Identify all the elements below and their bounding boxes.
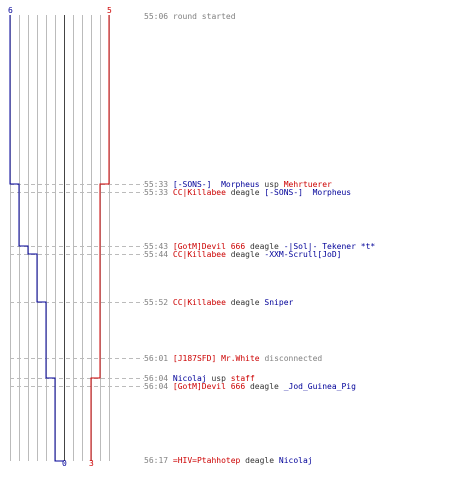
event-row: 55:33 CC|Killabee deagle [-SONS-] Morphe…	[144, 188, 351, 197]
event-row: 55:33 [-SONS-] Morpheus usp Mehrtuerer	[144, 180, 332, 189]
event-text: CC|Killabee	[168, 250, 226, 259]
event-time: 55:33	[144, 188, 169, 197]
blue-end-count: 0	[62, 459, 67, 468]
event-text: [-SONS-] Morpheus	[168, 180, 260, 189]
event-text: [J187SFD]	[168, 354, 217, 363]
event-text: _Jod_Guinea_Pig	[283, 382, 356, 391]
event-text: -XXM-Scrull[JoD]	[264, 250, 342, 259]
red-start-count: 5	[107, 6, 112, 15]
event-time: 55:33	[144, 180, 169, 189]
event-row: 56:01 [J187SFD] Mr.White disconnected	[144, 354, 322, 363]
event-text: CC|Killabee	[168, 188, 226, 197]
event-text: disconnected	[259, 354, 323, 363]
blue-team-line	[9, 15, 64, 462]
event-text: [-SONS-] Morpheus	[264, 188, 352, 197]
event-text: staff	[230, 374, 255, 383]
event-time: 56:17	[144, 456, 169, 465]
event-row: 55:43 [GotM]Devil 666 deagle -|Sol|- Tek…	[144, 242, 375, 251]
event-time: 56:01	[144, 354, 169, 363]
event-text: Mehrtuerer	[283, 180, 332, 189]
event-text: -|Sol|- Tekener *t*	[283, 242, 376, 251]
event-time: 55:43	[144, 242, 169, 251]
event-row: 56:04 [GotM]Devil 666 deagle _Jod_Guinea…	[144, 382, 356, 391]
event-text: deagle	[225, 298, 265, 307]
event-text: Nicolaj	[278, 456, 313, 465]
event-time: 55:52	[144, 298, 169, 307]
event-text: Nicolaj	[168, 374, 207, 383]
event-row: 56:04 Nicolaj usp staff	[144, 374, 255, 383]
event-text: Sniper	[264, 298, 294, 307]
event-text: CC|Killabee	[168, 298, 226, 307]
event-text: [GotM]Devil 666	[168, 382, 246, 391]
event-text: usp	[206, 374, 231, 383]
event-text: =HIV=Ptahhotep	[168, 456, 241, 465]
event-time: 55:44	[144, 250, 169, 259]
event-row: 55:44 CC|Killabee deagle -XXM-Scrull[JoD…	[144, 250, 341, 259]
event-text: [GotM]Devil 666	[168, 242, 246, 251]
red-team-line	[90, 15, 110, 461]
event-row: 55:52 CC|Killabee deagle Sniper	[144, 298, 293, 307]
event-text: usp	[259, 180, 284, 189]
event-time: 55:06	[144, 12, 169, 21]
event-text: deagle	[245, 382, 284, 391]
event-text: deagle	[240, 456, 279, 465]
event-row: 56:17 =HIV=Ptahhotep deagle Nicolaj	[144, 456, 313, 465]
event-time: 56:04	[144, 382, 169, 391]
event-text: deagle	[225, 250, 265, 259]
event-text: deagle	[225, 188, 265, 197]
red-end-count: 3	[89, 459, 94, 468]
event-time: 56:04	[144, 374, 169, 383]
event-row: 55:06 round started	[144, 12, 236, 21]
event-text: deagle	[245, 242, 284, 251]
event-text: Mr.White	[216, 354, 260, 363]
event-text: round started	[168, 12, 236, 21]
blue-start-count: 6	[8, 6, 13, 15]
